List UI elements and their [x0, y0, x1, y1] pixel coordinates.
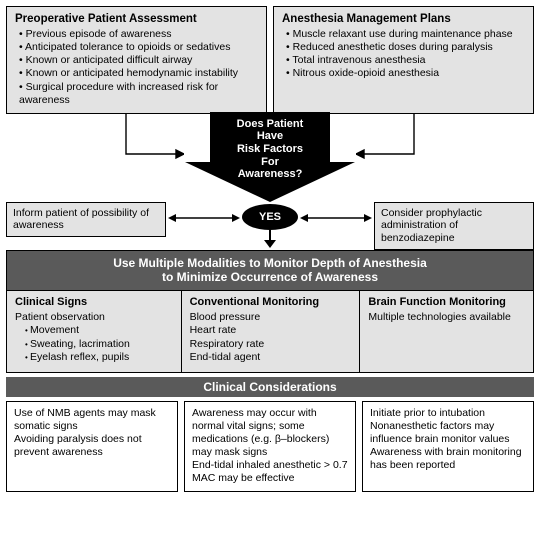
- considerations-header: Clinical Considerations: [6, 377, 534, 397]
- preop-item: Known or anticipated difficult airway: [19, 54, 258, 67]
- preop-title: Preoperative Patient Assessment: [15, 13, 258, 25]
- decision-line: Risk Factors: [185, 143, 355, 156]
- decision-line: For: [185, 156, 355, 169]
- down-arrow-small-icon: [262, 230, 278, 248]
- clinical-signs-col: Clinical Signs Patient observation Movem…: [7, 291, 181, 372]
- clinical-signs-list: Movement Sweating, lacrimation Eyelash r…: [25, 324, 173, 363]
- list-item: Eyelash reflex, pupils: [25, 351, 173, 364]
- double-arrow-left-icon: [168, 212, 240, 224]
- monitoring-columns: Clinical Signs Patient observation Movem…: [7, 290, 533, 372]
- anesthesia-title: Anesthesia Management Plans: [282, 13, 525, 25]
- preop-item: Anticipated tolerance to opioids or seda…: [19, 41, 258, 54]
- connector-left: [6, 114, 184, 194]
- preop-item: Surgical procedure with increased risk f…: [19, 81, 258, 107]
- consideration-box-b: Awareness may occur with normal vital si…: [184, 401, 356, 492]
- double-arrow-right-icon: [300, 212, 372, 224]
- list-item: Respiratory rate: [190, 338, 352, 351]
- decision-arrow: Does Patient Have Risk Factors For Aware…: [185, 112, 355, 202]
- col-text: Multiple technologies available: [368, 311, 525, 324]
- consideration-text: Awareness may occur with normal vital si…: [192, 407, 348, 460]
- list-item: Sweating, lacrimation: [25, 338, 173, 351]
- consideration-text: End-tidal inhaled anesthetic > 0.7 MAC m…: [192, 459, 348, 485]
- col-title: Brain Function Monitoring: [368, 296, 525, 310]
- connector-right: [356, 114, 534, 194]
- brain-monitoring-col: Brain Function Monitoring Multiple techn…: [359, 291, 533, 372]
- yes-node: YES: [242, 204, 298, 230]
- yes-row: Inform patient of possibility of awarene…: [0, 202, 540, 246]
- col-title: Conventional Monitoring: [190, 296, 352, 310]
- conventional-list: Blood pressure Heart rate Respiratory ra…: [190, 311, 352, 364]
- anesthesia-item: Nitrous oxide-opioid anesthesia: [286, 67, 525, 80]
- monitoring-header: Use Multiple Modalities to Monitor Depth…: [7, 251, 533, 290]
- decision-line: Does Patient: [185, 118, 355, 131]
- inform-patient-box: Inform patient of possibility of awarene…: [6, 202, 166, 237]
- anesthesia-item: Muscle relaxant use during maintenance p…: [286, 28, 525, 41]
- monitoring-panel: Use Multiple Modalities to Monitor Depth…: [6, 250, 534, 373]
- consideration-text: Use of NMB agents may mask somatic signs: [14, 407, 170, 433]
- considerations-row: Use of NMB agents may mask somatic signs…: [0, 397, 540, 498]
- col-title: Clinical Signs: [15, 296, 173, 310]
- list-item: Heart rate: [190, 324, 352, 337]
- consideration-box-c: Initiate prior to intubation Nonanesthet…: [362, 401, 534, 492]
- consideration-text: Avoiding paralysis does not prevent awar…: [14, 433, 170, 459]
- col-lead: Patient observation: [15, 311, 173, 324]
- conventional-monitoring-col: Conventional Monitoring Blood pressure H…: [181, 291, 360, 372]
- list-item: Blood pressure: [190, 311, 352, 324]
- preop-item: Previous episode of awareness: [19, 28, 258, 41]
- benzodiazepine-box: Consider prophylactic administration of …: [374, 202, 534, 250]
- anesthesia-list: Muscle relaxant use during maintenance p…: [282, 28, 525, 81]
- list-item: Movement: [25, 324, 173, 337]
- monitoring-header-line: Use Multiple Modalities to Monitor Depth…: [11, 256, 529, 270]
- preop-assessment-box: Preoperative Patient Assessment Previous…: [6, 6, 267, 114]
- consideration-box-a: Use of NMB agents may mask somatic signs…: [6, 401, 178, 492]
- consideration-text: Initiate prior to intubation: [370, 407, 526, 420]
- decision-text: Does Patient Have Risk Factors For Aware…: [185, 118, 355, 181]
- flowchart-container: Preoperative Patient Assessment Previous…: [0, 0, 540, 546]
- list-item: End-tidal agent: [190, 351, 352, 364]
- anesthesia-item: Reduced anesthetic doses during paralysi…: [286, 41, 525, 54]
- decision-arrow-zone: Does Patient Have Risk Factors For Aware…: [0, 114, 540, 202]
- top-row: Preoperative Patient Assessment Previous…: [0, 0, 540, 114]
- consideration-text: Awareness with brain monitoring has been…: [370, 446, 526, 472]
- decision-line: Have: [185, 130, 355, 143]
- anesthesia-item: Total intravenous anesthesia: [286, 54, 525, 67]
- anesthesia-plans-box: Anesthesia Management Plans Muscle relax…: [273, 6, 534, 114]
- preop-item: Known or anticipated hemodynamic instabi…: [19, 67, 258, 80]
- preop-list: Previous episode of awareness Anticipate…: [15, 28, 258, 107]
- decision-line: Awareness?: [185, 168, 355, 181]
- monitoring-header-line: to Minimize Occurrence of Awareness: [11, 270, 529, 284]
- consideration-text: Nonanesthetic factors may influence brai…: [370, 420, 526, 446]
